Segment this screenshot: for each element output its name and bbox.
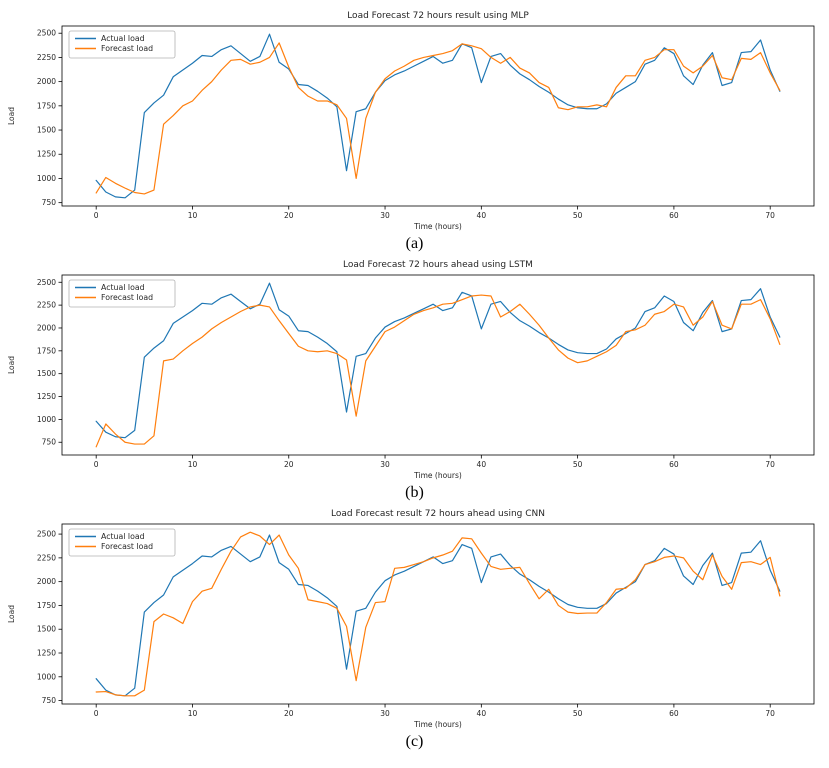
- y-axis-label: Load: [7, 605, 16, 623]
- y-tick-label: 1000: [37, 174, 56, 183]
- legend-label: Actual load: [101, 34, 145, 43]
- lstm-figure: Load Forecast 72 hours ahead using LSTM 7…: [0, 255, 829, 502]
- x-tick-label: 20: [284, 460, 294, 469]
- x-axis-label: Time (hours): [413, 471, 462, 480]
- x-tick-label: 0: [94, 460, 99, 469]
- x-tick-label: 50: [573, 709, 583, 718]
- x-tick-label: 70: [765, 460, 775, 469]
- y-tick-label: 750: [42, 696, 57, 705]
- x-tick-label: 70: [765, 709, 775, 718]
- x-tick-label: 0: [94, 709, 99, 718]
- x-tick-label: 50: [573, 211, 583, 220]
- chart-title: Load Forecast result 72 hours ahead usin…: [331, 509, 545, 519]
- legend-label: Forecast load: [101, 542, 153, 551]
- plot-frame: [61, 274, 815, 456]
- mlp-chart-canvas: Load Forecast 72 hours result using MLP 7…: [7, 11, 815, 231]
- y-tick-label: 2250: [37, 301, 56, 310]
- y-axis-label: Load: [7, 107, 16, 125]
- x-axis-label: Time (hours): [413, 222, 462, 231]
- y-tick-label: 1500: [37, 369, 56, 378]
- x-tick-label: 60: [669, 460, 679, 469]
- y-axis-label: Load: [7, 356, 16, 374]
- actual-load-line: [95, 33, 781, 199]
- y-tick-label: 1000: [37, 672, 56, 681]
- legend-box: [68, 30, 176, 59]
- y-tick-label: 1750: [37, 101, 56, 110]
- plot-frame: [61, 523, 815, 705]
- y-tick-label: 2500: [37, 530, 56, 539]
- x-tick-label: 40: [477, 460, 487, 469]
- y-tick-label: 750: [42, 198, 57, 207]
- cnn-figure: Load Forecast result 72 hours ahead usin…: [0, 504, 829, 751]
- actual-load-line: [95, 282, 781, 439]
- y-tick-label: 1000: [37, 415, 56, 424]
- y-tick-label: 750: [42, 438, 57, 447]
- x-tick-label: 10: [188, 211, 198, 220]
- y-tick-label: 2250: [37, 553, 56, 562]
- actual-load-line: [95, 534, 781, 697]
- forecast-load-line: [95, 294, 781, 448]
- x-tick-label: 60: [669, 709, 679, 718]
- y-tick-label: 1750: [37, 346, 56, 355]
- x-tick-label: 20: [284, 211, 294, 220]
- forecast-load-line: [95, 42, 781, 195]
- x-tick-label: 60: [669, 211, 679, 220]
- x-tick-label: 50: [573, 460, 583, 469]
- mlp-caption: (a): [405, 235, 424, 252]
- legend-box: [68, 279, 176, 308]
- mlp-figure: Load Forecast 72 hours result using MLP 7…: [0, 6, 829, 253]
- y-tick-label: 2500: [37, 278, 56, 287]
- lstm-caption: (b): [405, 484, 424, 501]
- chart-title: Load Forecast 72 hours result using MLP: [347, 11, 529, 21]
- y-tick-label: 2000: [37, 77, 56, 86]
- y-tick-label: 1250: [37, 392, 56, 401]
- legend-label: Forecast load: [101, 293, 153, 302]
- x-tick-label: 40: [477, 709, 487, 718]
- legend-box: [68, 528, 176, 557]
- x-tick-label: 10: [188, 709, 198, 718]
- y-tick-label: 2500: [37, 29, 56, 38]
- y-tick-label: 1750: [37, 601, 56, 610]
- plot-frame: [61, 25, 815, 207]
- figure-page: Load Forecast 72 hours result using MLP 7…: [0, 6, 829, 751]
- y-tick-label: 2000: [37, 577, 56, 586]
- x-axis-label: Time (hours): [413, 720, 462, 729]
- y-tick-label: 1250: [37, 150, 56, 159]
- x-tick-label: 30: [380, 211, 390, 220]
- y-tick-label: 1500: [37, 625, 56, 634]
- x-tick-label: 10: [188, 460, 198, 469]
- cnn-caption: (c): [405, 733, 424, 750]
- y-tick-label: 2000: [37, 323, 56, 332]
- chart-title: Load Forecast 72 hours ahead using LSTM: [343, 260, 533, 270]
- legend-label: Actual load: [101, 532, 145, 541]
- y-tick-label: 1250: [37, 649, 56, 658]
- y-tick-label: 1500: [37, 126, 56, 135]
- x-tick-label: 70: [765, 211, 775, 220]
- forecast-load-line: [95, 531, 781, 697]
- x-tick-label: 40: [477, 211, 487, 220]
- cnn-chart-canvas: Load Forecast result 72 hours ahead usin…: [7, 509, 815, 729]
- x-tick-label: 30: [380, 709, 390, 718]
- x-tick-label: 0: [94, 211, 99, 220]
- y-tick-label: 2250: [37, 53, 56, 62]
- x-tick-label: 30: [380, 460, 390, 469]
- x-tick-label: 20: [284, 709, 294, 718]
- legend-label: Actual load: [101, 283, 145, 292]
- lstm-chart-canvas: Load Forecast 72 hours ahead using LSTM 7…: [7, 260, 815, 480]
- legend-label: Forecast load: [101, 44, 153, 53]
